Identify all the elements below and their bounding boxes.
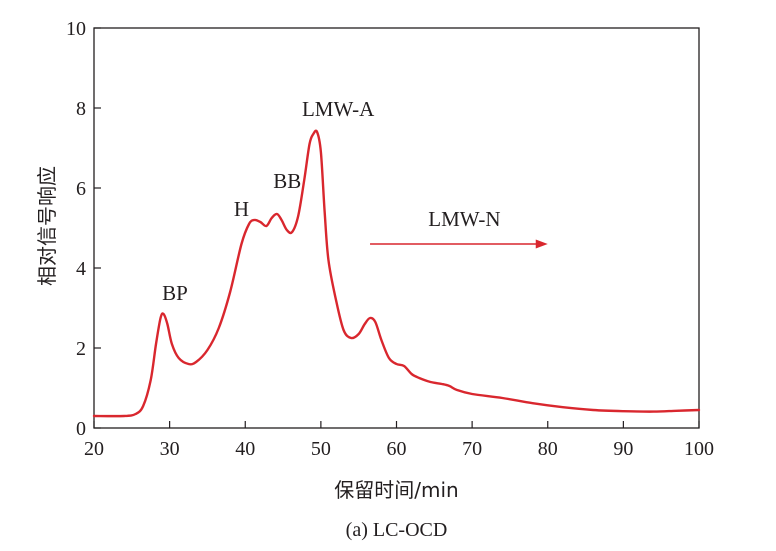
- y-axis-title: 相对信号响应: [35, 166, 59, 286]
- plot-frame: [93, 27, 700, 429]
- peak-label: BP: [162, 281, 188, 305]
- x-tick-label: 40: [235, 438, 255, 460]
- y-tick-label: 2: [76, 338, 86, 360]
- x-tick-label: 90: [613, 438, 633, 460]
- peak-annotations: BP H BB LMW-A LMW-N: [162, 97, 501, 305]
- x-axis-ticks: 20 30 40 50 60 70 80 90 100: [84, 421, 714, 460]
- x-axis-title: 保留时间/min: [334, 478, 458, 502]
- y-tick-label: 4: [76, 258, 86, 280]
- x-tick-label: 30: [160, 438, 180, 460]
- y-tick-label: 6: [76, 178, 86, 200]
- y-axis-ticks: 0 2 4 6 8 10: [66, 18, 101, 440]
- y-tick-label: 0: [76, 418, 86, 440]
- x-tick-label: 100: [684, 438, 714, 460]
- x-tick-label: 60: [387, 438, 407, 460]
- x-tick-label: 50: [311, 438, 331, 460]
- y-tick-label: 10: [66, 18, 86, 40]
- x-tick-label: 20: [84, 438, 104, 460]
- chromatogram-line: [92, 129, 701, 418]
- peak-label: LMW-N: [428, 207, 500, 231]
- plot-area: [92, 27, 701, 429]
- lmw-n-arrow: [370, 239, 548, 249]
- x-tick-label: 70: [462, 438, 482, 460]
- peak-label: LMW-A: [302, 97, 375, 121]
- arrow-head: [535, 239, 548, 249]
- peak-label: BB: [273, 169, 301, 193]
- y-tick-label: 8: [76, 98, 86, 120]
- figure-caption: (a) LC-OCD: [346, 519, 448, 541]
- peak-label: H: [234, 197, 249, 221]
- x-tick-label: 80: [538, 438, 558, 460]
